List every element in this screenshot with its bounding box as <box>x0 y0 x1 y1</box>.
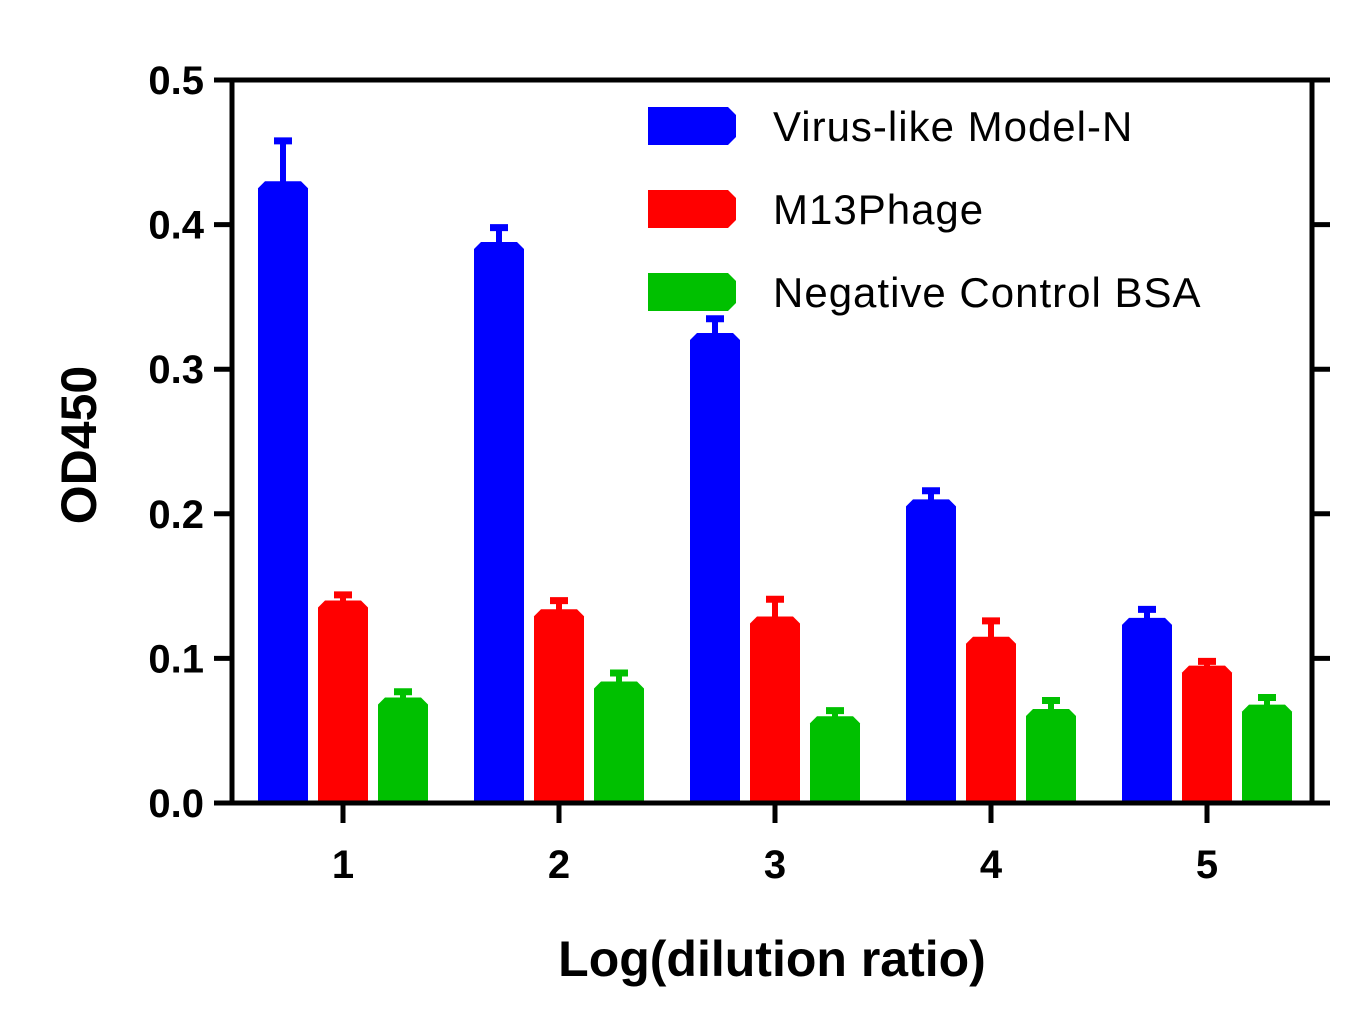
x-tick-label: 5 <box>1196 843 1218 887</box>
legend-swatch-1 <box>648 190 736 228</box>
bar-1-4 <box>1182 665 1232 803</box>
bar-1-1 <box>534 609 584 803</box>
y-tick-label: 0.5 <box>148 59 204 103</box>
bar-1-3 <box>966 636 1016 803</box>
y-tick-label: 0.0 <box>148 782 204 826</box>
bars-group <box>258 137 1292 804</box>
x-tick-label: 3 <box>764 843 786 887</box>
bar-0-3 <box>906 499 956 803</box>
x-tick-label: 4 <box>980 843 1003 887</box>
bar-1-0 <box>318 600 368 803</box>
bar-0-2 <box>690 333 740 803</box>
bar-2-1 <box>594 681 644 803</box>
bar-0-0 <box>258 181 308 804</box>
bar-2-4 <box>1242 704 1292 803</box>
legend-label-0: Virus-like Model-N <box>773 103 1133 150</box>
legend-label-2: Negative Control BSA <box>773 269 1202 316</box>
y-tick-label: 0.4 <box>148 204 204 248</box>
y-axis-title: OD450 <box>51 366 107 524</box>
bar-2-3 <box>1026 709 1076 803</box>
x-tick-label: 1 <box>332 843 354 887</box>
legend: Virus-like Model-N M13Phage Negative Contr… <box>648 103 1202 316</box>
y-tick-label: 0.1 <box>148 637 204 681</box>
axes-group <box>229 77 1315 806</box>
bar-2-2 <box>810 716 860 803</box>
bar-0-1 <box>474 241 524 803</box>
bar-1-2 <box>750 616 800 803</box>
y-tick-label: 0.3 <box>148 348 204 392</box>
legend-label-1: M13Phage <box>773 186 984 233</box>
x-axis-title: Log(dilution ratio) <box>558 931 986 987</box>
bar-2-0 <box>378 697 428 803</box>
bar-0-4 <box>1122 617 1172 803</box>
x-tick-label: 2 <box>548 843 570 887</box>
ticks-group: 0.0 0.1 0.2 0.3 0.4 0.5 1 2 3 4 5 <box>148 59 1330 887</box>
y-tick-label: 0.2 <box>148 493 204 537</box>
legend-swatch-2 <box>648 273 736 311</box>
legend-swatch-0 <box>648 107 736 145</box>
